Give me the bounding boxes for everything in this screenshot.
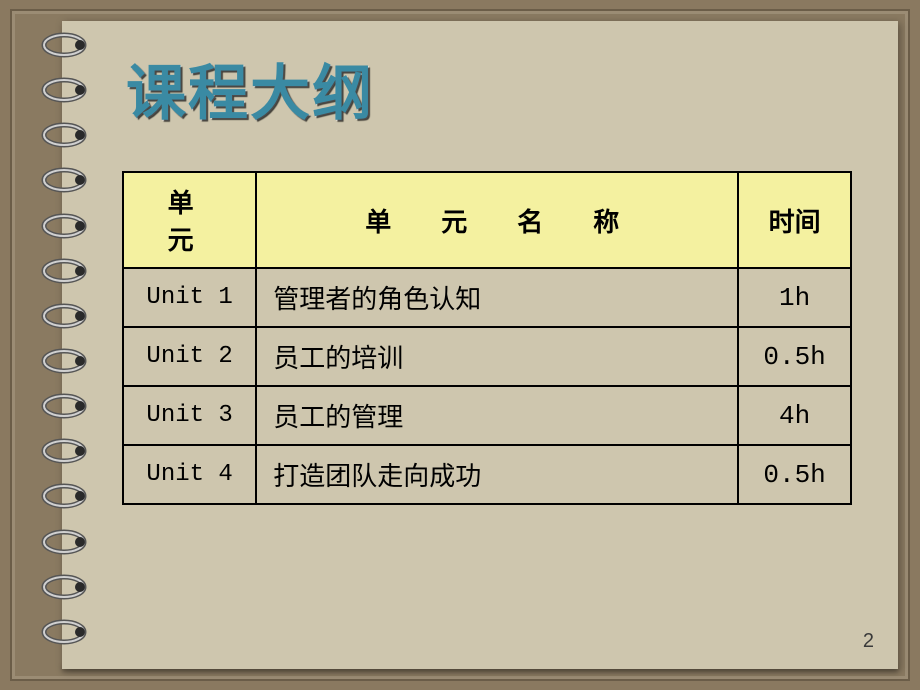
spiral-ring-icon: [40, 302, 88, 330]
table-row: Unit 1 管理者的角色认知 1h: [123, 268, 851, 327]
col-header-unit: 单 元: [123, 172, 256, 268]
notebook-page: 课程大纲 www.axin.com.cn 单 元 单元名称 时间 Unit 1 …: [62, 21, 898, 669]
table-row: Unit 3 员工的管理 4h: [123, 386, 851, 445]
spiral-ring-icon: [40, 392, 88, 420]
spiral-ring-icon: [40, 437, 88, 465]
spiral-ring-icon: [40, 528, 88, 556]
cell-name: 打造团队走向成功: [256, 445, 738, 504]
spiral-ring-icon: [40, 257, 88, 285]
spiral-ring-icon: [40, 121, 88, 149]
cell-time: 0.5h: [738, 445, 851, 504]
cell-unit: Unit 3: [123, 386, 256, 445]
spiral-ring-icon: [40, 166, 88, 194]
slide-frame: 课程大纲 www.axin.com.cn 单 元 单元名称 时间 Unit 1 …: [10, 9, 910, 681]
col-header-time: 时间: [738, 172, 851, 268]
course-table-container: 单 元 单元名称 时间 Unit 1 管理者的角色认知 1h Unit 2 员工…: [122, 171, 852, 505]
cell-unit: Unit 2: [123, 327, 256, 386]
course-table: 单 元 单元名称 时间 Unit 1 管理者的角色认知 1h Unit 2 员工…: [122, 171, 852, 505]
spiral-ring-icon: [40, 31, 88, 59]
spiral-ring-icon: [40, 76, 88, 104]
spiral-ring-icon: [40, 482, 88, 510]
col-header-name: 单元名称: [256, 172, 738, 268]
cell-time: 4h: [738, 386, 851, 445]
page-number: 2: [863, 630, 874, 653]
table-row: Unit 4 打造团队走向成功 0.5h: [123, 445, 851, 504]
spiral-binding: [40, 31, 90, 659]
cell-time: 0.5h: [738, 327, 851, 386]
table-header-row: 单 元 单元名称 时间: [123, 172, 851, 268]
slide-title: 课程大纲: [126, 45, 374, 132]
spiral-ring-icon: [40, 212, 88, 240]
cell-unit: Unit 4: [123, 445, 256, 504]
cell-unit: Unit 1: [123, 268, 256, 327]
spiral-ring-icon: [40, 347, 88, 375]
spiral-ring-icon: [40, 618, 88, 646]
cell-name: 管理者的角色认知: [256, 268, 738, 327]
cell-time: 1h: [738, 268, 851, 327]
table-row: Unit 2 员工的培训 0.5h: [123, 327, 851, 386]
spiral-ring-icon: [40, 573, 88, 601]
cell-name: 员工的管理: [256, 386, 738, 445]
cell-name: 员工的培训: [256, 327, 738, 386]
